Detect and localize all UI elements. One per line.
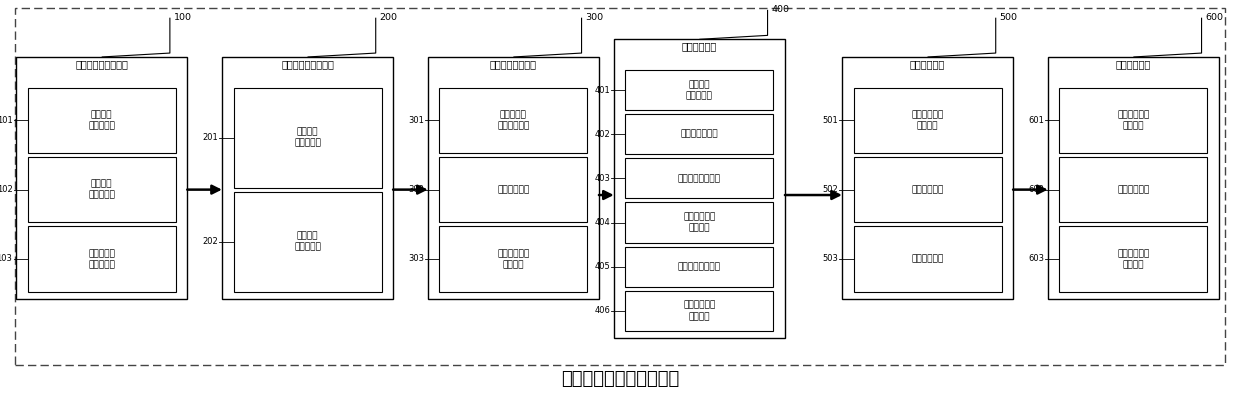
Text: 101: 101 (0, 116, 12, 125)
Bar (233, 88, 382, 188)
Text: 400: 400 (771, 6, 790, 14)
Bar (1059, 157, 1208, 222)
Bar (625, 70, 774, 110)
Bar (853, 157, 1002, 222)
Text: 100: 100 (174, 13, 192, 22)
Bar (27, 157, 176, 222)
Text: 102: 102 (0, 185, 12, 194)
Text: 502: 502 (822, 185, 838, 194)
Text: 601: 601 (1028, 116, 1044, 125)
Text: 302: 302 (408, 185, 424, 194)
Text: 保障节点
预处理单元: 保障节点 预处理单元 (88, 180, 115, 200)
Text: 模型生成单元: 模型生成单元 (911, 254, 944, 263)
Text: 搜索过程细化单元: 搜索过程细化单元 (678, 174, 720, 183)
Bar (625, 114, 774, 154)
Text: 600: 600 (1205, 13, 1224, 22)
Text: 401: 401 (594, 86, 610, 95)
Text: 被保障用户
预处理单元: 被保障用户 预处理单元 (88, 249, 115, 269)
Text: 被保障用户
位置生成单元: 被保障用户 位置生成单元 (497, 110, 529, 130)
Text: 200: 200 (379, 13, 398, 22)
Text: 300: 300 (585, 13, 604, 22)
Bar (439, 88, 588, 153)
Text: 局部策略评价
定义单元: 局部策略评价 定义单元 (683, 213, 715, 233)
Text: 规划状态
预处理单元: 规划状态 预处理单元 (294, 231, 321, 252)
Text: 过滤器构造单元: 过滤器构造单元 (681, 130, 718, 139)
Text: 202: 202 (202, 237, 218, 246)
Bar (1048, 57, 1219, 299)
Bar (614, 39, 785, 338)
Text: 模型训练模块: 模型训练模块 (682, 41, 717, 51)
Bar (439, 226, 588, 292)
Text: 500: 500 (999, 13, 1018, 22)
Text: 连接关系
预处理单元: 连接关系 预处理单元 (294, 128, 321, 148)
Text: 602: 602 (1028, 185, 1044, 194)
Text: 架设地域
预处理单元: 架设地域 预处理单元 (88, 110, 115, 130)
Bar (1059, 226, 1208, 292)
Text: 模拟部署单元: 模拟部署单元 (497, 185, 529, 194)
Text: 405: 405 (594, 262, 610, 271)
Text: 样本和评价集
生成单元: 样本和评价集 生成单元 (497, 249, 529, 269)
Bar (625, 202, 774, 242)
Bar (428, 57, 599, 299)
Bar (625, 158, 774, 198)
Text: 结果评判单元: 结果评判单元 (911, 185, 944, 194)
Text: 网络规划参数
生成单元: 网络规划参数 生成单元 (1117, 249, 1149, 269)
Text: 网络规划要素
输入单元: 网络规划要素 输入单元 (1117, 110, 1149, 130)
Bar (439, 157, 588, 222)
Text: 联合损失函数
构造单元: 联合损失函数 构造单元 (911, 110, 944, 130)
Text: 403: 403 (594, 174, 610, 183)
Bar (1059, 88, 1208, 153)
Text: 103: 103 (0, 254, 12, 263)
Text: 机动通信网智能规划装置: 机动通信网智能规划装置 (560, 370, 680, 388)
Bar (233, 192, 382, 292)
Text: 201: 201 (202, 133, 218, 142)
Bar (842, 57, 1013, 299)
Bar (27, 226, 176, 292)
Text: 402: 402 (594, 130, 610, 139)
Text: 303: 303 (408, 254, 424, 263)
Bar (853, 88, 1002, 153)
Text: 406: 406 (594, 306, 610, 315)
Text: 规划局面
初始化单元: 规划局面 初始化单元 (686, 80, 713, 100)
Text: 网络规划模块: 网络规划模块 (1116, 59, 1151, 69)
Text: 503: 503 (822, 254, 838, 263)
Text: 模型运算单元: 模型运算单元 (1117, 185, 1149, 194)
Text: 404: 404 (594, 218, 610, 227)
Text: 搜索过程更新单元: 搜索过程更新单元 (678, 262, 720, 271)
Text: 资源要素预处理模块: 资源要素预处理模块 (76, 59, 128, 69)
Text: 603: 603 (1028, 254, 1044, 263)
Text: 训练样本生成模块: 训练样本生成模块 (490, 59, 537, 69)
Text: 规划规则预处理模块: 规划规则预处理模块 (281, 59, 334, 69)
Text: 501: 501 (822, 116, 838, 125)
Bar (27, 88, 176, 153)
Bar (222, 57, 393, 299)
Bar (853, 226, 1002, 292)
Text: 模型生成模块: 模型生成模块 (910, 59, 945, 69)
Bar (625, 246, 774, 287)
Bar (16, 57, 187, 299)
Text: 301: 301 (408, 116, 424, 125)
Bar (625, 291, 774, 331)
Text: 新的选址策略
确定单元: 新的选址策略 确定单元 (683, 301, 715, 321)
